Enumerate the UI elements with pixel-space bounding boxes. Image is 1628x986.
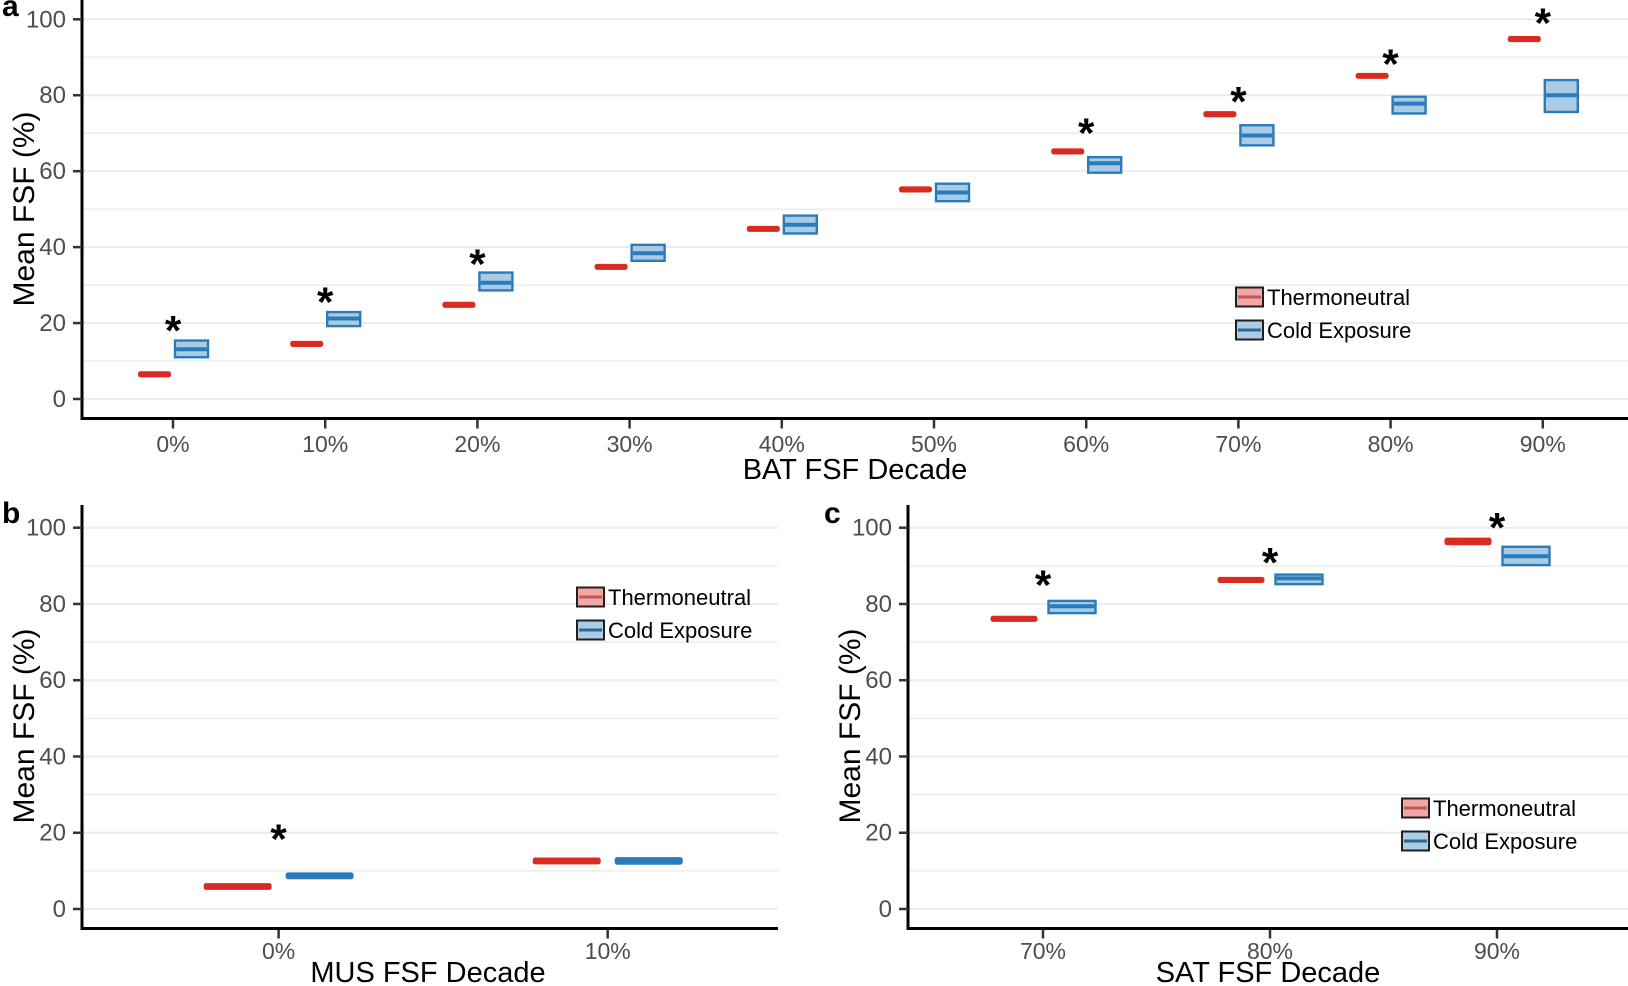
legend-label: Thermoneutral (1267, 285, 1410, 310)
significance-asterisk: * (1489, 504, 1506, 551)
y-tick-label: 0 (53, 386, 66, 413)
x-tick-label: 0% (262, 938, 295, 964)
box-cold-exposure (614, 857, 683, 865)
x-tick-label: 20% (454, 431, 500, 457)
significance-asterisk: * (317, 279, 334, 326)
box-thermoneutral (1217, 576, 1265, 583)
box-thermoneutral (442, 301, 476, 308)
box-thermoneutral (1507, 36, 1541, 43)
x-tick-label: 10% (302, 431, 348, 457)
box-thermoneutral (594, 263, 628, 270)
box-thermoneutral (138, 371, 171, 378)
x-axis-title: BAT FSF Decade (743, 454, 968, 486)
y-tick-label: 20 (39, 820, 66, 847)
panel-letter: c (824, 497, 841, 530)
x-tick-label: 90% (1520, 431, 1566, 457)
x-tick-label: 10% (585, 938, 631, 964)
y-tick-label: 60 (865, 667, 892, 694)
y-tick-label: 100 (26, 6, 66, 33)
x-axis-title: MUS FSF Decade (310, 957, 545, 986)
y-axis-title: Mean FSF (%) (8, 628, 41, 823)
x-tick-label: 0% (156, 431, 189, 457)
y-tick-label: 80 (39, 82, 66, 109)
x-tick-label: 70% (1215, 431, 1261, 457)
y-tick-label: 40 (865, 743, 892, 770)
box-thermoneutral (203, 883, 272, 890)
legend-label: Thermoneutral (1433, 796, 1576, 821)
y-tick-label: 100 (852, 515, 892, 542)
y-axis-title: Mean FSF (%) (834, 628, 867, 823)
box-thermoneutral (899, 186, 932, 193)
x-tick-label: 30% (607, 431, 653, 457)
x-tick-label: 80% (1368, 431, 1414, 457)
legend-label: Cold Exposure (1267, 318, 1411, 343)
y-tick-label: 0 (879, 896, 892, 923)
y-tick-label: 20 (865, 820, 892, 847)
box-thermoneutral (1355, 72, 1389, 79)
x-tick-label: 40% (759, 431, 805, 457)
legend-label: Cold Exposure (608, 618, 752, 643)
y-tick-label: 60 (39, 667, 66, 694)
y-tick-label: 20 (39, 310, 66, 337)
x-tick-label: 70% (1020, 938, 1066, 964)
x-tick-label: 60% (1063, 431, 1109, 457)
significance-asterisk: * (1035, 561, 1052, 608)
x-tick-label: 80% (1247, 938, 1293, 964)
box-thermoneutral (1051, 148, 1085, 155)
significance-asterisk: * (1262, 539, 1279, 586)
significance-asterisk: * (1230, 78, 1247, 125)
x-tick-label: 50% (911, 431, 957, 457)
significance-asterisk: * (1078, 110, 1095, 157)
box-thermoneutral (990, 615, 1038, 622)
box-thermoneutral (1203, 111, 1237, 118)
y-tick-label: 80 (39, 591, 66, 618)
significance-asterisk: * (165, 307, 182, 354)
significance-asterisk: * (270, 816, 287, 863)
panel-letter: a (2, 0, 19, 23)
x-axis-title: SAT FSF Decade (1156, 957, 1381, 986)
significance-asterisk: * (469, 241, 486, 288)
y-axis-title: Mean FSF (%) (8, 111, 41, 306)
legend-label: Thermoneutral (608, 585, 751, 610)
y-tick-label: 60 (39, 158, 66, 185)
significance-asterisk: * (1382, 41, 1399, 88)
x-tick-label: 90% (1474, 938, 1520, 964)
y-tick-label: 40 (39, 234, 66, 261)
y-tick-label: 0 (53, 896, 66, 923)
box-cold-exposure (285, 872, 354, 880)
significance-asterisk: * (1535, 0, 1552, 47)
box-thermoneutral (746, 225, 780, 232)
panel-letter: b (2, 497, 20, 530)
box-thermoneutral (532, 857, 601, 865)
y-tick-label: 40 (39, 743, 66, 770)
box-thermoneutral (290, 340, 324, 347)
y-tick-label: 80 (865, 591, 892, 618)
box-thermoneutral (1444, 537, 1492, 546)
y-tick-label: 100 (26, 515, 66, 542)
legend-label: Cold Exposure (1433, 829, 1577, 854)
